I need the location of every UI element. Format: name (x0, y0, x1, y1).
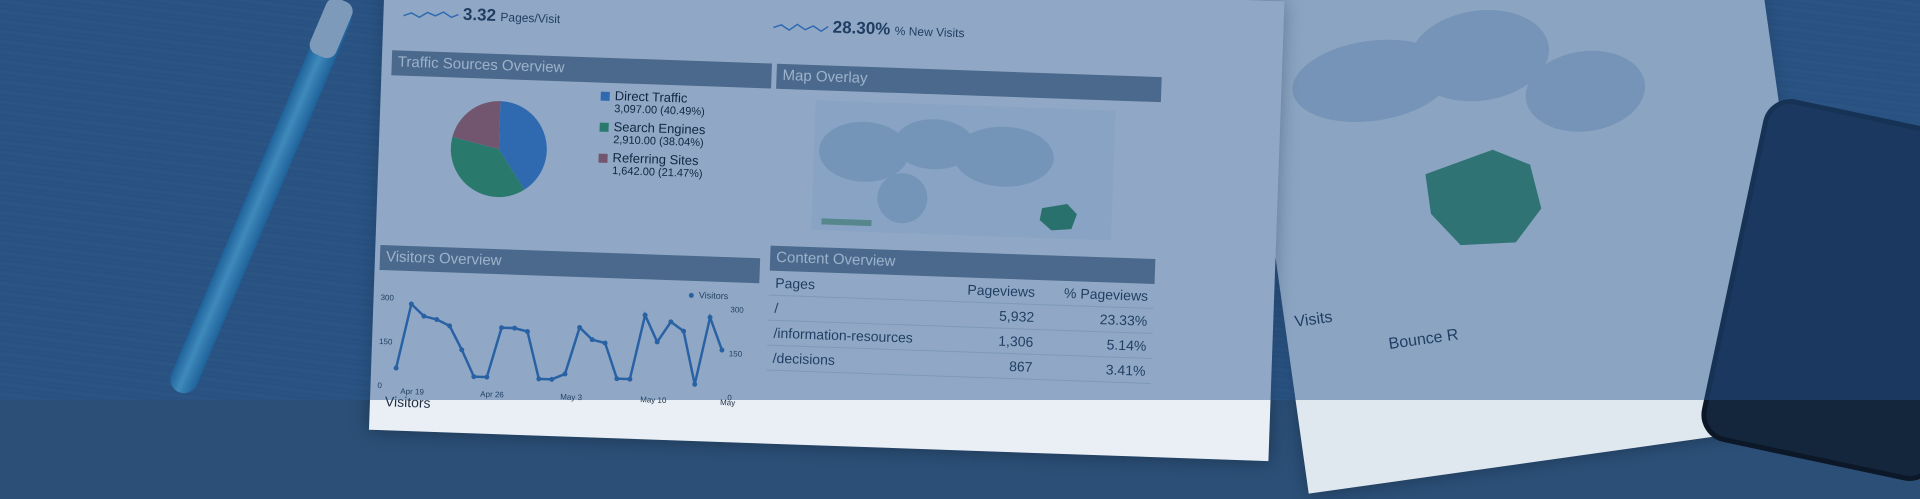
australia-shape (1039, 203, 1077, 231)
map-scale-legend (821, 218, 872, 227)
map-overlay-panel: Map Overlay (771, 63, 1162, 257)
data-point (642, 312, 648, 318)
data-point (668, 319, 674, 325)
x-tick-label: Apr 19 (400, 387, 424, 397)
x-tick-label: May 3 (560, 392, 583, 402)
data-point (524, 329, 530, 335)
y-tick-label: 0 (377, 381, 382, 390)
data-point (692, 381, 698, 387)
sparkline-icon (403, 10, 459, 18)
pie-slice (498, 101, 547, 190)
data-point (536, 376, 542, 382)
data-point (614, 376, 620, 382)
data-point (447, 323, 453, 329)
data-point (484, 374, 490, 380)
sparkline-icon (772, 23, 829, 32)
new-visits-metric: 28.30% % New Visits (772, 16, 965, 43)
y-tick-label: 150 (379, 337, 393, 346)
y-tick-label-right: 150 (729, 349, 743, 358)
world-map-graphic (811, 100, 1116, 241)
data-point (627, 376, 633, 382)
data-point (562, 371, 568, 377)
y-tick-label: 300 (380, 293, 394, 302)
data-point (393, 365, 399, 371)
data-point (471, 374, 477, 380)
pie-slice (452, 101, 501, 150)
data-point (408, 301, 414, 307)
data-point (681, 328, 687, 334)
data-point (499, 325, 505, 331)
data-point (459, 347, 465, 353)
y-tick-label-right: 0 (727, 393, 732, 402)
x-tick-label: Apr 26 (480, 390, 504, 400)
blue-tint-overlay (0, 0, 1920, 400)
pages-visit-metric: 3.32 Pages/Visit (403, 3, 560, 28)
data-point (512, 325, 518, 331)
right-report-page: Visits Bounce R (1236, 0, 1824, 494)
y-tick-label-right: 300 (730, 305, 744, 314)
data-point (577, 324, 583, 330)
australia-shape (1425, 149, 1542, 246)
right-map-graphic (1292, 10, 1646, 246)
visitors-overview-panel: Visitors Overview Visitors 300 150 0 300 150… (374, 245, 761, 438)
data-point (719, 347, 725, 353)
data-point (707, 314, 713, 320)
pie-slice (450, 136, 525, 198)
visitors-series-line (394, 301, 724, 385)
data-point (434, 317, 440, 323)
data-point (589, 337, 595, 343)
traffic-sources-panel: Traffic Sources Overview Direct Traffic 3… (386, 50, 772, 253)
traffic-pie-chart (450, 101, 547, 198)
data-point (421, 313, 427, 319)
report-page: 3.32 Pages/Visit 28.30% % New Visits Tra… (368, 0, 1285, 462)
data-point (654, 339, 660, 345)
data-point (602, 340, 608, 346)
data-point (549, 376, 555, 382)
